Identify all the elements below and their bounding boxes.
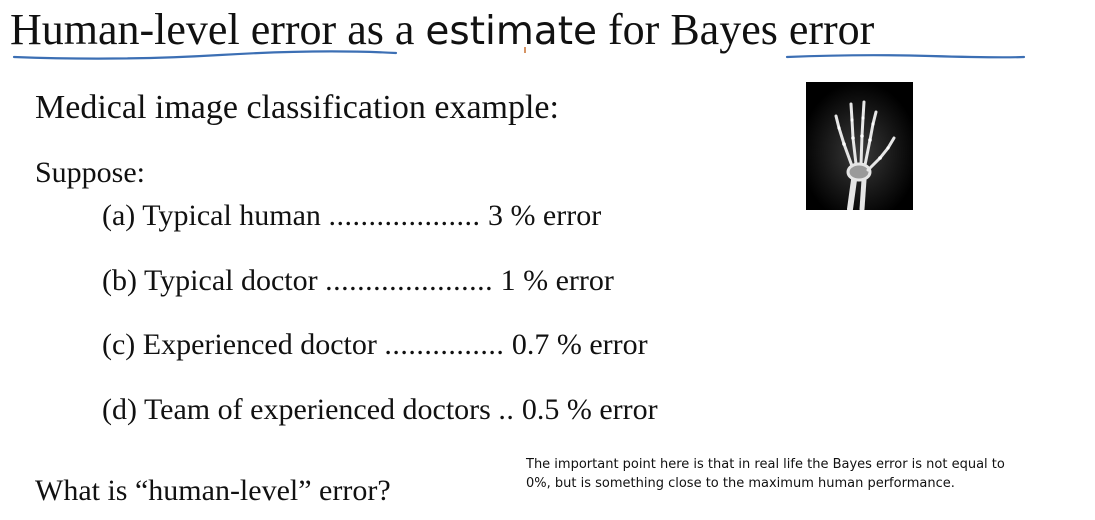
item-dots: ................... xyxy=(328,199,481,232)
list-item: (c) Experienced doctor ............... 0… xyxy=(102,325,648,365)
subtitle: Medical image classification example: xyxy=(35,89,559,126)
item-dots: .. xyxy=(498,393,515,426)
title-human-level-error: Human-level error xyxy=(10,5,337,54)
item-label: (d) Team of experienced doctors xyxy=(102,393,499,426)
title-estimate: estimate xyxy=(425,9,597,54)
hand-xray-image xyxy=(806,82,913,210)
annotation-note: The important point here is that in real… xyxy=(526,457,1005,491)
item-dots: ............... xyxy=(384,328,505,361)
item-label: (a) Typical human xyxy=(102,199,329,232)
item-value: 0.5 % error xyxy=(514,393,658,426)
item-value: 1 % error xyxy=(493,264,614,297)
title-bayes-error: Bayes error xyxy=(670,5,875,54)
hand-xray-icon xyxy=(806,82,913,210)
item-value: 0.7 % error xyxy=(504,328,648,361)
list-item: (b) Typical doctor .....................… xyxy=(102,261,614,301)
item-dots: ..................... xyxy=(325,264,494,297)
title-as-a: as a xyxy=(336,5,426,54)
slide-title: Human-level error as a estimate for Baye… xyxy=(10,2,874,60)
suppose-label: Suppose: xyxy=(35,156,146,189)
title-for: for xyxy=(597,5,671,54)
question-text: What is “human-level” error? xyxy=(35,474,391,507)
item-value: 3 % error xyxy=(480,199,602,232)
item-label: (b) Typical doctor xyxy=(102,264,326,297)
item-label: (c) Experienced doctor xyxy=(102,328,385,361)
list-item: (a) Typical human ................... 3 … xyxy=(102,196,601,236)
list-item: (d) Team of experienced doctors .. 0.5 %… xyxy=(102,390,658,430)
